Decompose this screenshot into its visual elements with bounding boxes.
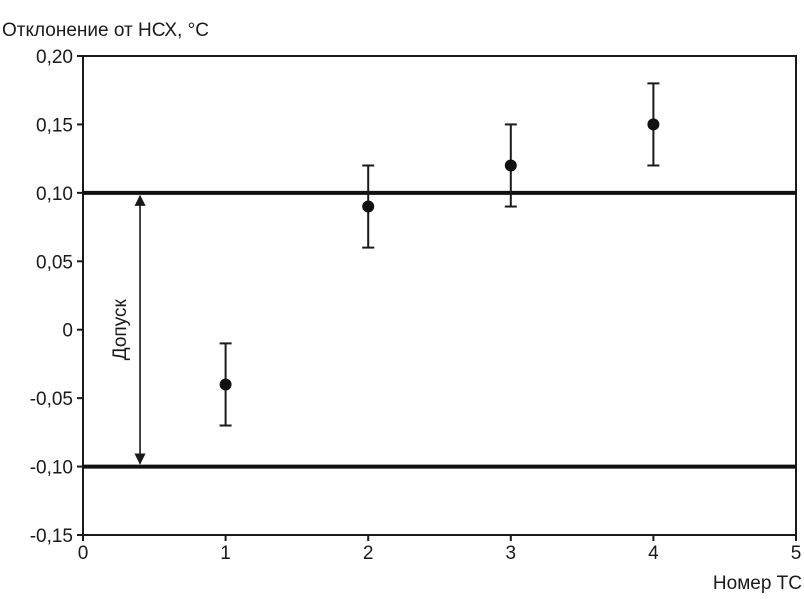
data-point — [647, 118, 660, 131]
y-tick-label: -0,15 — [30, 526, 73, 547]
tolerance-label: Допуск — [110, 299, 131, 361]
y-tick-label: -0,05 — [30, 389, 73, 410]
x-tick-label: 5 — [791, 543, 802, 564]
x-axis: 0 1 2 3 4 5 — [78, 535, 802, 564]
y-axis-title: Отклонение от НСХ, °C — [2, 20, 209, 41]
y-tick-label: 0,05 — [36, 252, 73, 273]
data-point — [362, 200, 375, 213]
y-tick-label: 0,10 — [36, 184, 73, 205]
x-tick-label: 2 — [363, 543, 374, 564]
x-tick-label: 0 — [78, 543, 89, 564]
x-tick-label: 1 — [220, 543, 231, 564]
y-tick-label: 0,15 — [36, 115, 73, 136]
data-points — [219, 82, 660, 427]
data-point — [219, 378, 232, 391]
x-tick-label: 4 — [648, 543, 659, 564]
y-tick-label: 0,20 — [36, 47, 73, 68]
data-point — [504, 159, 517, 172]
x-tick-label: 3 — [506, 543, 517, 564]
y-axis: 0,20 0,15 0,10 0,05 0 -0,05 -0,10 -0,15 — [30, 47, 83, 547]
tolerance-band: Допуск — [83, 190, 796, 469]
y-tick-label: -0,10 — [30, 458, 73, 479]
x-axis-title: Номер ТС — [713, 573, 802, 594]
y-tick-label: 0 — [62, 321, 73, 342]
plot-area-frame — [82, 55, 797, 536]
